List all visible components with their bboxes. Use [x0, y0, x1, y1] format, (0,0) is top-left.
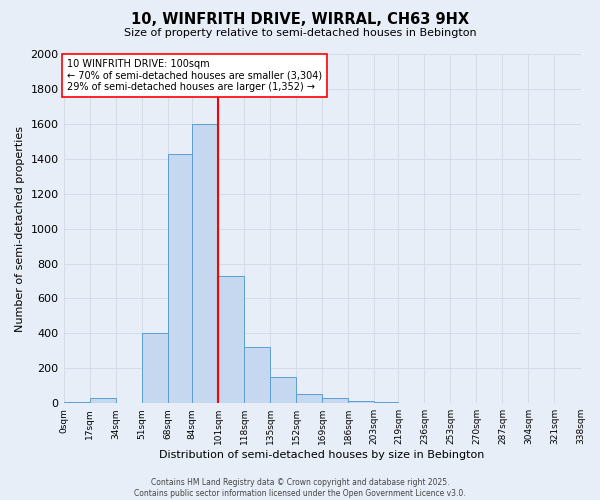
- Bar: [192, 124, 218, 403]
- Bar: [89, 398, 116, 403]
- Bar: [244, 348, 270, 403]
- Bar: [322, 398, 348, 403]
- X-axis label: Distribution of semi-detached houses by size in Bebington: Distribution of semi-detached houses by …: [160, 450, 485, 460]
- Bar: [167, 154, 192, 403]
- Text: 10 WINFRITH DRIVE: 100sqm
← 70% of semi-detached houses are smaller (3,304)
29% : 10 WINFRITH DRIVE: 100sqm ← 70% of semi-…: [67, 59, 322, 92]
- Bar: [64, 402, 89, 403]
- Bar: [270, 377, 296, 403]
- Bar: [296, 394, 322, 403]
- Text: 10, WINFRITH DRIVE, WIRRAL, CH63 9HX: 10, WINFRITH DRIVE, WIRRAL, CH63 9HX: [131, 12, 469, 28]
- Y-axis label: Number of semi-detached properties: Number of semi-detached properties: [15, 126, 25, 332]
- Text: Contains HM Land Registry data © Crown copyright and database right 2025.
Contai: Contains HM Land Registry data © Crown c…: [134, 478, 466, 498]
- Bar: [142, 334, 167, 403]
- Bar: [374, 402, 398, 403]
- Text: Size of property relative to semi-detached houses in Bebington: Size of property relative to semi-detach…: [124, 28, 476, 38]
- Bar: [348, 400, 374, 403]
- Bar: [218, 276, 244, 403]
